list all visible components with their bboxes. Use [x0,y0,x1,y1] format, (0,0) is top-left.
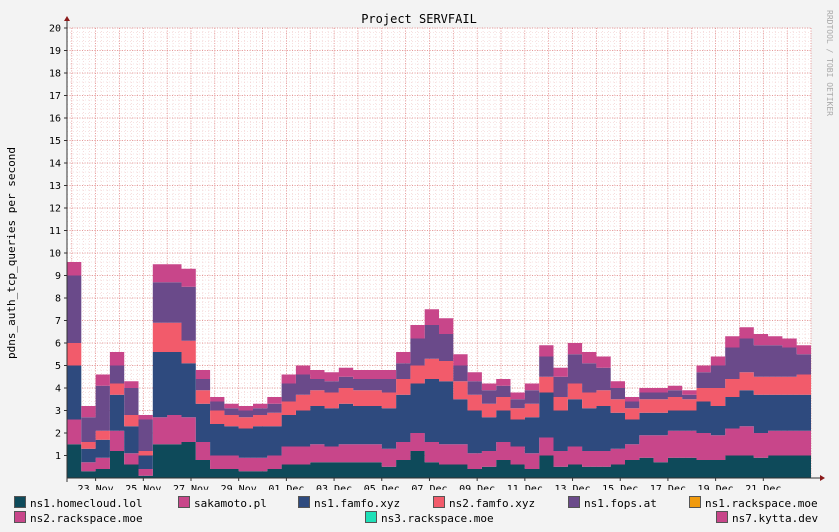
y-tick-label: 19 [49,46,61,57]
series-areas [67,262,811,478]
x-tick-label: 25 Nov [125,484,161,490]
legend-item-ns1-homecloud: ns1.homecloud.lol [14,496,143,511]
y-axis-arrow [64,16,70,21]
y-tick-label: 20 [49,24,61,35]
x-tick-label: 07 Dec [411,484,447,490]
x-axis-arrow [820,475,825,481]
chart-title: Project SERVFAIL [361,12,477,26]
y-tick-label: 9 [55,271,61,282]
x-tick-label: 29 Nov [221,484,257,490]
legend-swatch [298,496,310,508]
legend-label: ns1.famfo.xyz [314,497,401,510]
y-tick-label: 1 [55,451,61,462]
y-tick-label: 7 [55,316,61,327]
series-area-0 [67,442,811,478]
legend-item-ns1-rackspace: ns1.rackspace.moe [689,496,818,511]
legend-swatch [14,511,26,523]
y-tick-label: 2 [55,429,61,440]
x-tick-label: 03 Dec [316,484,352,490]
legend-swatch [716,511,728,523]
x-tick-label: 09 Dec [459,484,495,490]
legend-label: ns3.rackspace.moe [381,512,494,525]
x-tick-label: 05 Dec [364,484,400,490]
legend-swatch [178,496,190,508]
legend-swatch [433,496,445,508]
y-tick-label: 17 [49,91,61,102]
watermark: RRDTOOL / TOBI OETIKER [825,10,834,116]
y-axis-label: pdns_auth_tcp_queries per second [5,147,18,359]
y-tick-label: 11 [49,226,61,237]
legend-item-ns1-famfo: ns1.famfo.xyz [298,496,400,511]
legend-swatch [365,511,377,523]
legend-item-ns2-rackspace: ns2.rackspace.moe [14,511,143,526]
y-tick-label: 8 [55,294,61,305]
x-tick-label: 15 Dec [602,484,638,490]
legend-label: ns1.fops.at [584,497,657,510]
y-tick-label: 4 [55,384,61,395]
x-tick-label: 27 Nov [173,484,209,490]
y-tick-label: 13 [49,181,61,192]
legend-swatch [14,496,26,508]
legend-item-ns1-fops: ns1.fops.at [568,496,657,511]
axes [64,16,825,482]
series-area-4 [67,275,811,451]
x-tick-label: 11 Dec [507,484,543,490]
y-tick-label: 18 [49,69,61,80]
legend-label: ns1.rackspace.moe [705,497,818,510]
y-tick-label: 6 [55,339,61,350]
legend-swatch [568,496,580,508]
x-tick-label: 19 Dec [698,484,734,490]
legend-label: ns7.kytta.dev [732,512,819,525]
series-area-1 [67,415,811,476]
legend-label: ns1.homecloud.lol [30,497,143,510]
series-area-3 [67,322,811,456]
y-tick-label: 14 [49,159,61,170]
legend-label: ns2.famfo.xyz [449,497,536,510]
legend-item-ns2-famfo: ns2.famfo.xyz [433,496,535,511]
x-tick-label: 17 Dec [650,484,686,490]
y-tick-label: 16 [49,114,61,125]
legend-swatch [689,496,701,508]
y-tick-label: 12 [49,204,61,215]
x-tick-label: 01 Dec [268,484,304,490]
y-tick-label: 10 [49,249,61,260]
legend-item-ns7-kytta: ns7.kytta.dev [716,511,818,526]
legend-item-sakamoto: sakamoto.pl [178,496,267,511]
x-tick-label: 23 Nov [78,484,114,490]
series-area-2 [67,352,811,469]
legend-label: sakamoto.pl [194,497,267,510]
y-tick-label: 3 [55,406,61,417]
x-tick-labels: 23 Nov 25 Nov 27 Nov 29 Nov 01 Dec 03 Dec 05 D… [78,478,781,490]
x-tick-label: 21 Dec [745,484,781,490]
legend-item-ns3-rackspace: ns3.rackspace.moe [365,511,494,526]
y-tick-label: 5 [55,361,61,372]
x-tick-label: 13 Dec [554,484,590,490]
legend-label: ns2.rackspace.moe [30,512,143,525]
y-tick-label: 15 [49,136,61,147]
